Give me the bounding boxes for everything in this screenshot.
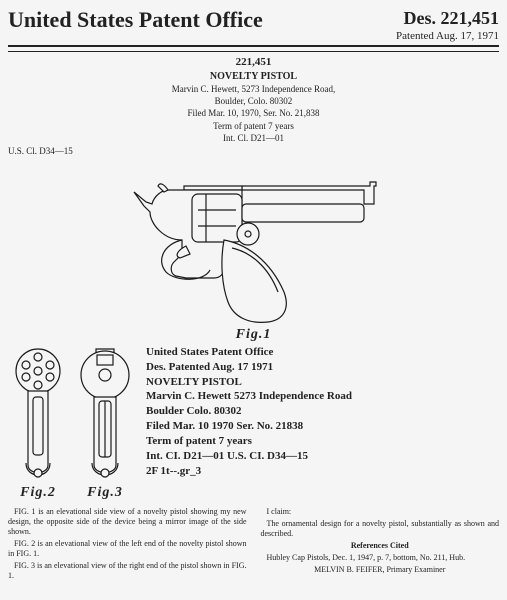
right-column: I claim: The ornamental design for a nov… [261,507,500,583]
fig1-label: Fig.1 [8,327,499,343]
figure-3: Fig.3 [74,345,136,501]
summary-line-7: Term of patent 7 years [146,434,352,449]
design-number: Des. 221,451 [396,8,499,30]
lower-row: Fig.2 Fig.3 United States Patent Office … [8,345,499,501]
figure-1: Fig.1 [8,162,499,343]
patented-date: Patented Aug. 17, 1971 [396,30,499,43]
inventor-line: Marvin C. Hewett, 5273 Independence Road… [8,83,499,95]
summary-line-1: United States Patent Office [146,345,352,360]
summary-line-6: Filed Mar. 10 1970 Ser. No. 21838 [146,419,352,434]
us-cl-left: U.S. Cl. D34—15 [8,146,73,156]
int-cl: Int. Cl. D21—01 [8,132,499,144]
summary-line-9: 2F 1t--.gr_3 [146,464,352,479]
references-head: References Cited [261,541,500,551]
pistol-left-end-svg [8,345,68,485]
fig2-label: Fig.2 [8,485,68,501]
summary-line-4: Marvin C. Hewett 5273 Independence Road [146,389,352,404]
filed-line: Filed Mar. 10, 1970, Ser. No. 21,838 [8,107,499,119]
meta-block: 221,451 NOVELTY PISTOL Marvin C. Hewett,… [8,55,499,144]
header-right: Des. 221,451 Patented Aug. 17, 1971 [396,8,499,43]
invention-title: NOVELTY PISTOL [8,70,499,84]
summary-line-3: NOVELTY PISTOL [146,375,352,390]
fig2-description: FIG. 2 is an elevational view of the lef… [8,539,247,559]
claim-head: I claim: [261,507,500,517]
fig1-description: FIG. 1 is an elevational side view of a … [8,507,247,537]
inventor-city: Boulder, Colo. 80302 [8,95,499,107]
term-line: Term of patent 7 years [8,120,499,132]
header-rule [8,51,499,52]
examiner-line: MELVIN B. FEIFER, Primary Examiner [261,565,500,575]
fig3-description: FIG. 3 is an elevational view of the rig… [8,561,247,581]
document-header: United States Patent Office Des. 221,451… [8,8,499,47]
pistol-right-end-svg [74,345,136,485]
left-column: FIG. 1 is an elevational side view of a … [8,507,247,583]
summary-line-5: Boulder Colo. 80302 [146,404,352,419]
claim-body: The ornamental design for a novelty pist… [261,519,500,539]
reference-1: Hubley Cap Pistols, Dec. 1, 1947, p. 7, … [261,553,500,563]
office-title: United States Patent Office [8,8,263,31]
summary-block: United States Patent Office Des. Patente… [146,345,352,479]
summary-line-8: Int. CI. D21—01 U.S. CI. D34—15 [146,449,352,464]
fig3-label: Fig.3 [74,485,136,501]
summary-line-2: Des. Patented Aug. 17 1971 [146,360,352,375]
figure-2: Fig.2 [8,345,68,501]
pistol-side-svg [124,162,384,327]
patent-number: 221,451 [8,55,499,70]
description-columns: FIG. 1 is an elevational side view of a … [8,507,499,583]
classification-row: U.S. Cl. D34—15 [8,146,499,156]
